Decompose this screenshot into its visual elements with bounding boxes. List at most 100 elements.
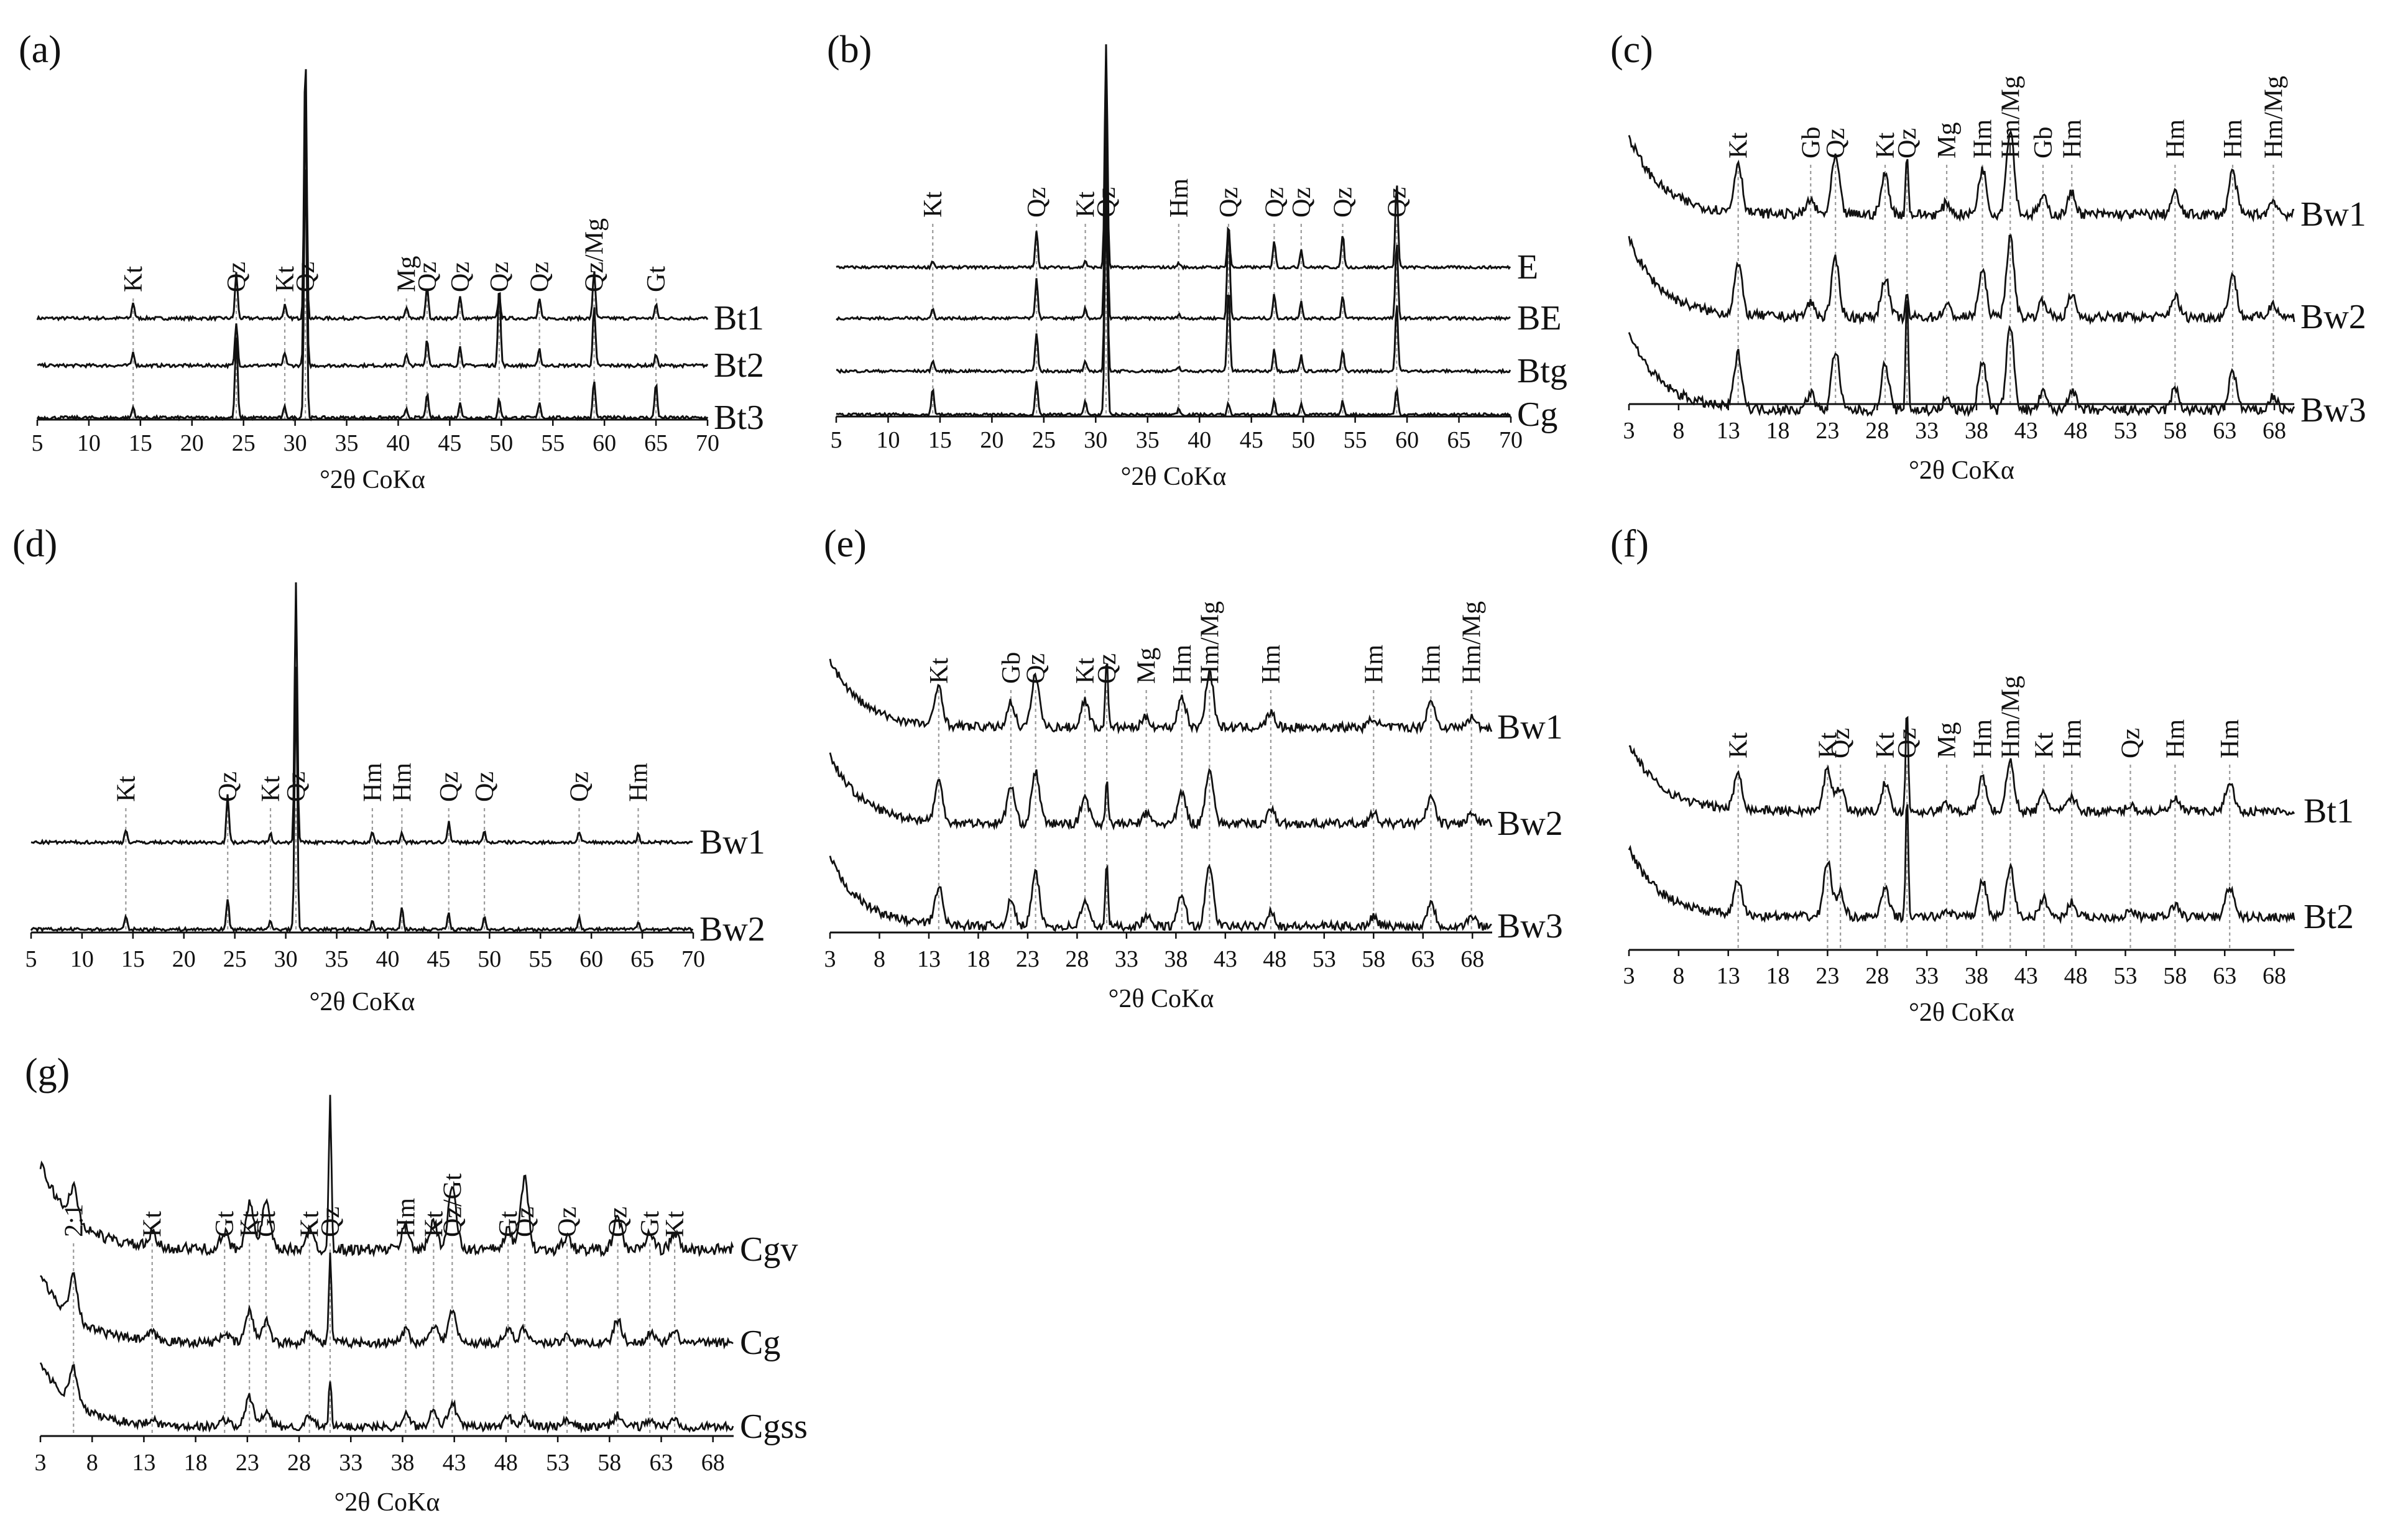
x-tick-label: 38 — [1164, 946, 1188, 972]
x-tick-label: 65 — [630, 946, 654, 972]
x-tick-label: 30 — [284, 430, 307, 456]
x-tick-label: 8 — [1672, 418, 1684, 444]
x-tick-label: 15 — [121, 946, 145, 972]
peak-label: Hm/Mg — [2259, 76, 2288, 159]
x-axis-label: °2θ CoKα — [320, 466, 425, 494]
series-name-label: Bw1 — [1497, 708, 1563, 747]
series-name-label: Bw2 — [1497, 804, 1563, 843]
peak-label: Gt — [252, 1211, 281, 1237]
diffraction-trace — [30, 666, 694, 934]
x-tick-label: 63 — [2213, 963, 2236, 989]
panel-letter: (f) — [1610, 523, 1649, 565]
peak-label: Hm — [1417, 645, 1446, 684]
peak-label: Qz — [1893, 128, 1922, 159]
diffraction-trace — [1628, 300, 2295, 418]
x-tick-label: 18 — [184, 1450, 208, 1476]
x-tick-label: 53 — [2114, 418, 2138, 444]
x-tick-label: 43 — [2014, 963, 2038, 989]
peak-label: Hm — [2161, 719, 2190, 758]
peak-label: Kt — [1871, 132, 1900, 159]
peak-label: Hm — [359, 763, 387, 802]
x-tick-label: 40 — [1188, 427, 1211, 453]
diffraction-trace — [1628, 234, 2295, 325]
diffraction-trace — [37, 116, 709, 370]
x-tick-label: 38 — [1965, 963, 1988, 989]
x-axis-label: °2θ CoKα — [310, 988, 415, 1016]
x-tick-label: 33 — [339, 1450, 362, 1476]
peak-label: Hm — [388, 763, 417, 802]
x-tick-label: 13 — [132, 1450, 155, 1476]
peak-label: Hm/Mg — [1458, 601, 1487, 684]
peak-label: Gt — [636, 1211, 665, 1237]
x-tick-label: 60 — [1395, 427, 1419, 453]
panel-letter: (d) — [12, 523, 57, 565]
x-tick-label: 48 — [2064, 963, 2088, 989]
peak-label: Kt — [1072, 191, 1100, 218]
series-name-label: Bw1 — [699, 823, 765, 862]
x-tick-label: 48 — [494, 1450, 518, 1476]
peak-label: Qz/Gt — [438, 1173, 467, 1237]
peak-label: Qz — [471, 771, 499, 802]
series-name-label: Bw1 — [2300, 195, 2366, 234]
peak-label: Hm — [2058, 719, 2087, 758]
x-tick-label: 53 — [1312, 946, 1336, 972]
panel-letter: (a) — [19, 29, 62, 71]
peak-label: Qz — [1827, 728, 1855, 758]
peak-label: Qz — [511, 1207, 540, 1237]
x-tick-label: 10 — [876, 427, 900, 453]
x-axis-label: °2θ CoKα — [1909, 456, 2014, 485]
peak-label: Hm — [1168, 645, 1197, 684]
peak-label: Kt — [271, 266, 300, 292]
peak-label: Qz — [526, 262, 555, 292]
x-tick-label: 63 — [2213, 418, 2236, 444]
x-tick-label: 8 — [86, 1450, 98, 1476]
x-tick-label: 30 — [274, 946, 298, 972]
x-tick-label: 3 — [824, 946, 836, 972]
peak-label: Kt — [112, 776, 141, 802]
series-name-label: Cgss — [740, 1407, 808, 1446]
x-tick-label: 8 — [1672, 963, 1684, 989]
peak-label: Gb — [2029, 127, 2058, 159]
x-tick-label: 20 — [180, 430, 204, 456]
x-tick-label: 55 — [1344, 427, 1367, 453]
x-tick-label: 3 — [1623, 418, 1635, 444]
x-axis-label: °2θ CoKα — [334, 1488, 440, 1517]
peak-label: Hm — [2058, 119, 2087, 159]
x-tick-label: 40 — [376, 946, 399, 972]
x-tick-label: 23 — [1815, 418, 1839, 444]
x-tick-label: 60 — [579, 946, 603, 972]
series-name-label: E — [1517, 248, 1538, 287]
series-name-label: Bw2 — [2300, 298, 2366, 336]
x-tick-label: 23 — [1016, 946, 1040, 972]
x-tick-label: 5 — [32, 430, 44, 456]
x-tick-label: 53 — [546, 1450, 570, 1476]
peak-label: Gt — [642, 266, 671, 292]
peak-label: Hm — [1165, 178, 1194, 218]
x-tick-label: 25 — [232, 430, 256, 456]
peak-label: Hm/Mg — [1996, 76, 2025, 159]
diffraction-trace — [1628, 129, 2295, 223]
peak-label: Kt — [139, 1211, 167, 1237]
peak-label: Hm — [1360, 645, 1388, 684]
x-tick-label: 18 — [966, 946, 990, 972]
series-name-label: Bt2 — [714, 346, 764, 385]
x-tick-label: 58 — [597, 1450, 621, 1476]
x-axis-label: °2θ CoKα — [1121, 463, 1227, 491]
x-tick-label: 25 — [1032, 427, 1056, 453]
x-tick-label: 33 — [1915, 418, 1939, 444]
series-name-label: Cg — [1517, 395, 1557, 434]
diffraction-trace — [836, 81, 1511, 322]
x-tick-label: 3 — [35, 1450, 47, 1476]
x-tick-label: 43 — [2014, 418, 2038, 444]
peak-label: Qz — [413, 262, 442, 292]
x-tick-label: 45 — [1240, 427, 1263, 453]
x-tick-label: 13 — [917, 946, 941, 972]
x-tick-label: 30 — [1084, 427, 1107, 453]
x-tick-label: 35 — [1136, 427, 1160, 453]
x-tick-label: 53 — [2114, 963, 2138, 989]
